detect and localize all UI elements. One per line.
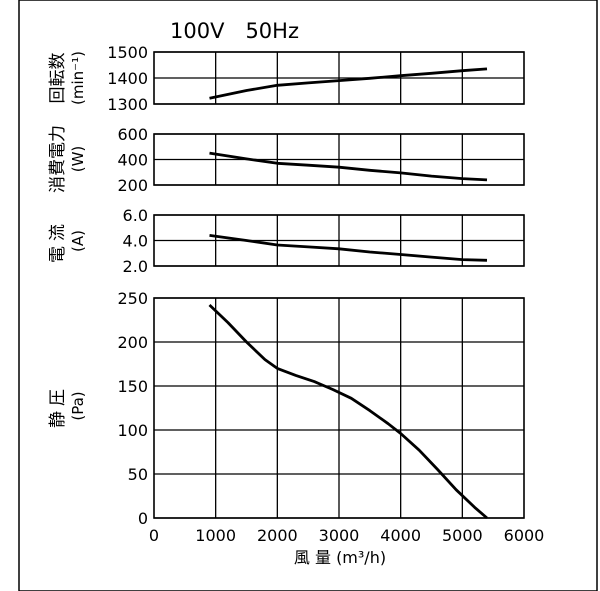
power-panel: 200 400 600 (117, 125, 525, 195)
outer-border (18, 0, 598, 591)
current-label: 電流 (48, 219, 68, 263)
pressure-ytick-label: 100 (117, 421, 148, 440)
current-ytick-label: 4.0 (123, 232, 148, 251)
rpm-ytick-label: 1400 (107, 69, 148, 88)
power-ytick-label: 600 (117, 125, 148, 144)
x-tick-label: 3000 (319, 526, 360, 545)
x-tick-label: 5000 (442, 526, 483, 545)
pressure-unit: (Pa) (69, 391, 87, 420)
rpm-ytick-label: 1500 (107, 43, 148, 62)
rpm-series-line (209, 67, 488, 100)
power-label: 消費電力 (48, 125, 68, 193)
power-series-line (209, 151, 488, 182)
power-axis-label: 消費電力 (W) (48, 125, 87, 193)
power-unit: (W) (69, 146, 87, 173)
power-plot-frame (153, 133, 525, 186)
x-tick-label: 1000 (195, 526, 236, 545)
current-series-line (209, 234, 488, 262)
pressure-ytick-label: 250 (117, 289, 148, 308)
pressure-axis-label: 静圧 (Pa) (48, 384, 87, 428)
x-tick-label: 0 (149, 526, 159, 545)
current-panel: 2.0 4.0 6.0 (123, 206, 525, 276)
power-ytick-label: 200 (117, 176, 148, 195)
rpm-label: 回転数 (48, 53, 68, 104)
pressure-plot-frame (153, 297, 525, 519)
x-axis-label: 風 量 (m³/h) (294, 548, 386, 567)
pressure-series-line (208, 303, 488, 520)
rpm-plot-frame (153, 51, 525, 105)
current-plot-frame (153, 214, 525, 267)
pressure-ytick-label: 0 (138, 509, 148, 528)
pressure-panel: 0 50 100 150 200 250 0 1000 2000 3000 4000 5000 6000 (117, 289, 544, 545)
pressure-label: 静圧 (48, 384, 68, 428)
current-ytick-label: 6.0 (123, 206, 148, 225)
power-ytick-label: 400 (117, 151, 148, 170)
current-axis-label: 電流 (A) (48, 219, 87, 263)
x-tick-label: 6000 (504, 526, 545, 545)
chart-title: 100V 50Hz (170, 19, 299, 43)
x-tick-label: 2000 (257, 526, 298, 545)
plot-panels: 1300 1400 1500 200 400 600 2.0 4.0 6.0 0 50 100 150 2… (107, 43, 544, 545)
rpm-axis-label: 回転数 (min⁻¹) (48, 51, 87, 105)
pressure-ytick-label: 150 (117, 377, 148, 396)
current-ytick-label: 2.0 (123, 257, 148, 276)
rpm-ytick-label: 1300 (107, 95, 148, 114)
rpm-unit: (min⁻¹) (69, 51, 87, 105)
current-unit: (A) (69, 230, 87, 252)
pressure-ytick-label: 200 (117, 333, 148, 352)
rpm-panel: 1300 1400 1500 (107, 43, 525, 114)
pressure-ytick-label: 50 (128, 465, 148, 484)
x-tick-label: 4000 (380, 526, 421, 545)
